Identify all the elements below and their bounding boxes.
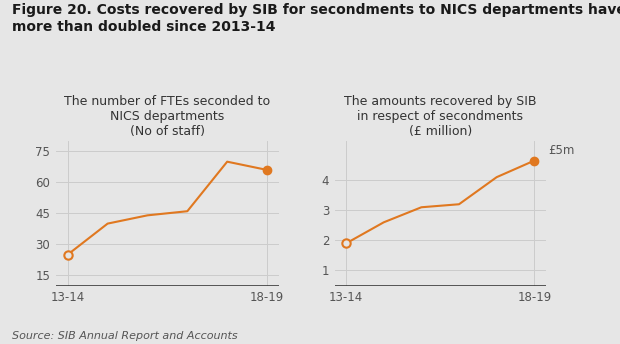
Text: Figure 20. Costs recovered by SIB for secondments to NICS departments have
more : Figure 20. Costs recovered by SIB for se… bbox=[12, 3, 620, 34]
Text: Source: SIB Annual Report and Accounts: Source: SIB Annual Report and Accounts bbox=[12, 331, 238, 341]
Text: The amounts recovered by SIB
in respect of secondments
(£ million): The amounts recovered by SIB in respect … bbox=[344, 95, 536, 138]
Text: £5m: £5m bbox=[549, 143, 575, 157]
Text: The number of FTEs seconded to
NICS departments
(No of staff): The number of FTEs seconded to NICS depa… bbox=[64, 95, 270, 138]
